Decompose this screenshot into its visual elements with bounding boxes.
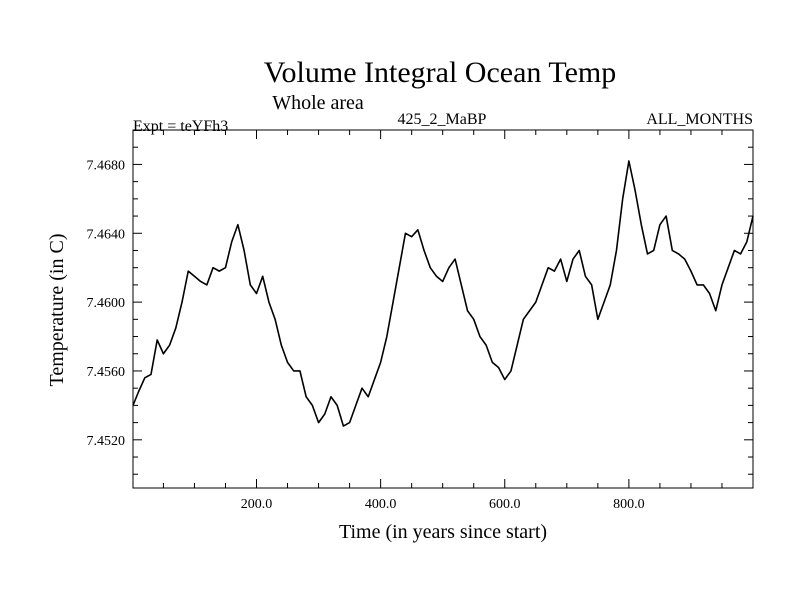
x-axis-label: Time (in years since start) xyxy=(339,521,547,543)
x-tick-label: 200.0 xyxy=(241,497,273,512)
months-label: ALL_MONTHS xyxy=(646,111,753,128)
experiment-label: Expt = teYFh3 xyxy=(133,118,228,135)
x-tick-label: 600.0 xyxy=(489,497,521,512)
y-tick-label: 7.4600 xyxy=(87,296,126,311)
chart-subtitle: Whole area xyxy=(272,92,364,114)
run-label: 425_2_MaBP xyxy=(398,111,487,128)
y-tick-label: 7.4680 xyxy=(87,158,126,173)
chart-title: Volume Integral Ocean Temp xyxy=(264,56,617,89)
x-tick-label: 800.0 xyxy=(613,497,645,512)
x-axis: 200.0 400.0 600.0 800.0 xyxy=(162,130,723,512)
plot-frame xyxy=(132,129,754,489)
y-tick-label: 7.4640 xyxy=(87,227,126,242)
y-tick-label: 7.4520 xyxy=(87,434,126,449)
series-line-temperature xyxy=(132,160,754,427)
y-tick-label: 7.4560 xyxy=(87,365,126,380)
x-tick-label: 400.0 xyxy=(365,497,397,512)
y-axis-label: Temperature (in C) xyxy=(46,234,68,387)
y-axis: 7.4520 7.4560 7.4600 7.4640 7.4680 xyxy=(87,146,753,475)
